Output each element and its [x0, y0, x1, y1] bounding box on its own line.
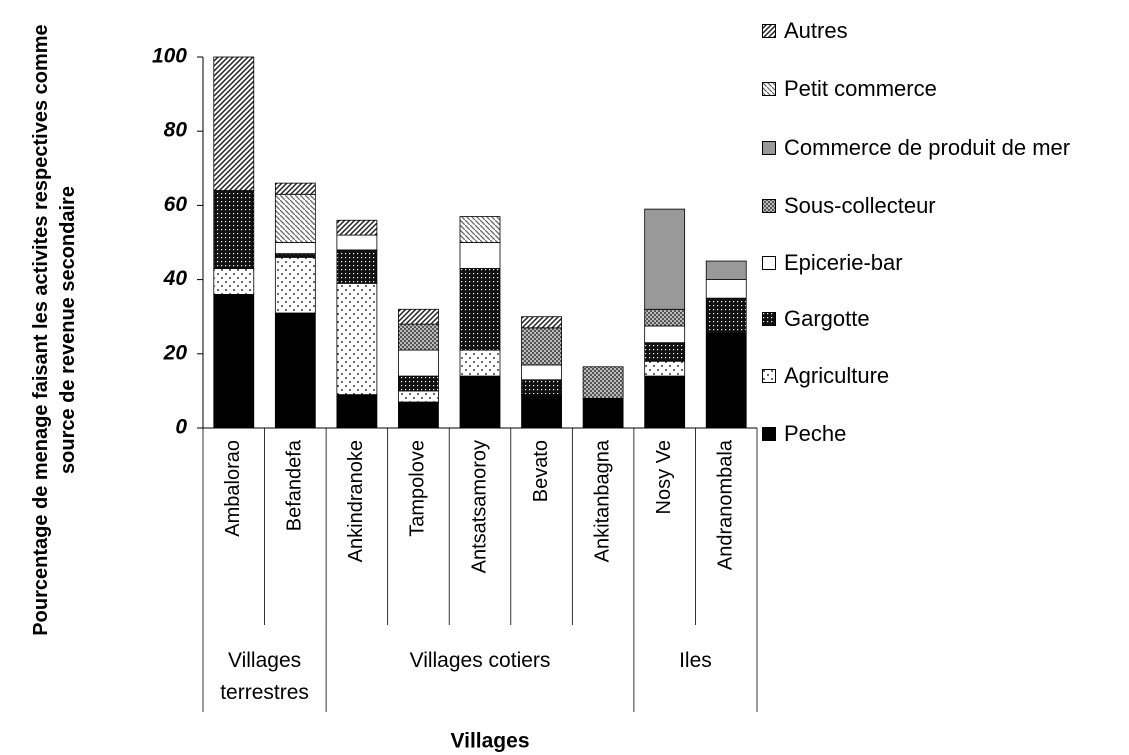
- bar-segment: [336, 282, 378, 396]
- bar-segment: [459, 375, 501, 429]
- bar-segment: [644, 375, 686, 429]
- bar-segment: [213, 56, 255, 191]
- y-axis-title: Pourcentage de menage faisant les activi…: [30, 24, 79, 636]
- bar-segment: [705, 332, 747, 429]
- bar-segment: [336, 219, 378, 236]
- x-axis-title: Villages: [451, 730, 530, 753]
- legend-label: Petit commerce: [784, 76, 937, 101]
- bar-segment: [336, 394, 378, 429]
- bar-segment: [398, 401, 439, 429]
- legend-swatch-fill: [762, 24, 776, 38]
- group-label: Villages terrestres: [220, 649, 309, 704]
- legend-swatch-fill: [762, 369, 776, 383]
- bar-segment: [459, 216, 501, 243]
- bar-segment: [398, 375, 439, 392]
- y-tick-label: 60: [164, 193, 188, 216]
- y-tick-label: 0: [175, 416, 187, 439]
- legend-label: Gargotte: [784, 306, 870, 331]
- x-tick-label: Tampolove: [407, 440, 429, 537]
- y-tick-label: 40: [163, 267, 188, 290]
- legend-swatch: [762, 82, 776, 96]
- bar-segment: [521, 364, 562, 381]
- x-tick-label: Antsatsamoroy: [468, 440, 490, 573]
- bar-segment: [644, 325, 686, 344]
- legend-label: Commerce de produit de mer: [784, 135, 1071, 160]
- bar-segment: [705, 279, 747, 299]
- x-tick-label: Ankindranoke: [345, 440, 367, 562]
- legend-swatch: [762, 427, 776, 441]
- legend-item: Gargotte: [762, 308, 1092, 330]
- bar-segment: [336, 234, 378, 251]
- bar-segment: [274, 253, 316, 258]
- legend-swatch-fill: [762, 256, 776, 270]
- legend-label: Peche: [784, 421, 847, 446]
- legend-swatch-fill: [762, 82, 776, 96]
- bar-segment: [274, 312, 316, 429]
- y-tick-label: 100: [152, 45, 187, 68]
- legend-swatch: [762, 24, 776, 38]
- legend-swatch-fill: [762, 427, 776, 441]
- legend-swatch: [762, 199, 776, 213]
- x-tick-label: Andranombala: [715, 439, 737, 570]
- bar-segment: [644, 342, 686, 362]
- bar-segment: [274, 182, 316, 195]
- bar-segment: [398, 349, 439, 377]
- bar-segment: [521, 327, 562, 366]
- legend-item: Commerce de produit de mer: [762, 137, 1092, 159]
- bar-segment: [213, 190, 255, 269]
- legend-item: Sous-collecteur: [762, 195, 1092, 217]
- legend-item: Epicerie-bar: [762, 252, 1092, 274]
- bar-segment: [398, 390, 439, 403]
- x-tick-label: Ambalorao: [222, 440, 244, 537]
- bar-segment: [459, 349, 501, 377]
- x-tick-label: Befandefa: [284, 439, 306, 531]
- legend-label: Agriculture: [784, 363, 890, 388]
- bar-segment: [398, 308, 439, 325]
- legend-swatch: [762, 369, 776, 383]
- bar-segment: [644, 360, 686, 377]
- bar-segment: [521, 379, 562, 396]
- bar-segment: [459, 242, 501, 269]
- legend-swatch: [762, 256, 776, 270]
- bar-segment: [274, 193, 316, 243]
- legend-item: Autres: [762, 20, 1092, 42]
- legend-label: Sous-collecteur: [784, 193, 936, 218]
- legend-label: Epicerie-bar: [784, 250, 903, 275]
- bar-segment: [705, 260, 747, 280]
- bar-segment: [644, 208, 686, 310]
- legend-label: Autres: [784, 18, 848, 43]
- bar-segment: [274, 256, 316, 314]
- bar-segment: [705, 297, 747, 334]
- legend-swatch-fill: [762, 199, 776, 213]
- bar-segment: [644, 308, 686, 327]
- bar-segment: [582, 397, 624, 429]
- bar-segment: [521, 316, 562, 329]
- legend-swatch: [762, 141, 776, 155]
- group-label: Iles: [679, 649, 712, 672]
- bar-segment: [274, 242, 316, 255]
- y-tick-label: 20: [163, 341, 188, 364]
- bar-segment: [213, 268, 255, 295]
- bar-segment: [398, 323, 439, 351]
- bar-segment: [459, 268, 501, 351]
- x-tick-label: Nosy Ve: [653, 440, 675, 514]
- group-label: Villages cotiers: [409, 649, 551, 672]
- legend-swatch-fill: [762, 141, 776, 155]
- legend-item: Peche: [762, 423, 1092, 445]
- x-tick-label: Bevato: [530, 440, 552, 502]
- y-tick-label: 80: [164, 119, 188, 142]
- x-tick-label: Ankitanbagna: [591, 439, 613, 562]
- bar-segment: [582, 366, 624, 399]
- bar-segment: [213, 294, 255, 429]
- bar-segment: [336, 249, 378, 284]
- legend-swatch: [762, 312, 776, 326]
- legend-swatch-fill: [762, 312, 776, 326]
- legend-item: Petit commerce: [762, 78, 1092, 100]
- legend-item: Agriculture: [762, 365, 1092, 387]
- bar-segment: [521, 394, 562, 429]
